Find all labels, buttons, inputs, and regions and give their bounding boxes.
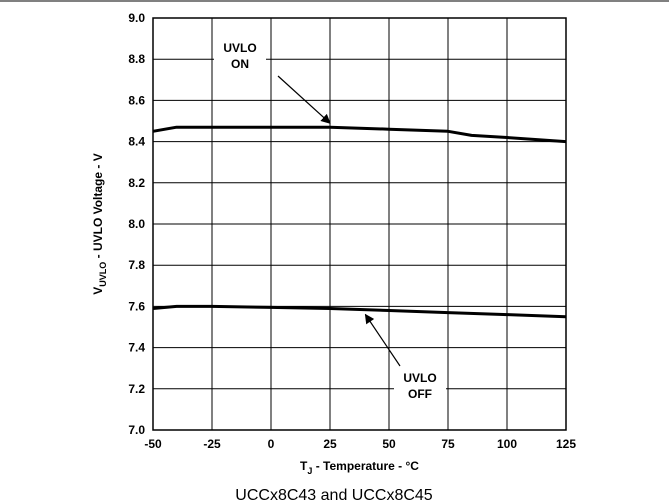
annotations: UVLO ON UVLO OFF (214, 38, 446, 404)
tick-labels: -50 -25 0 25 50 75 100 125 7.0 7.2 7.4 7.6 7.8 8.0 8.2… (128, 11, 576, 451)
y-tick-label: 8.2 (128, 176, 145, 190)
y-tick-label: 8.0 (128, 217, 145, 231)
x-tick-label: 100 (497, 437, 517, 451)
annotation-arrow (364, 313, 401, 367)
x-axis-title: TJ - Temperature - °C (300, 459, 419, 476)
x-tick-label: -25 (203, 437, 221, 451)
y-tick-label: 7.4 (128, 341, 145, 355)
x-tick-label: -50 (144, 437, 162, 451)
y-tick-label: 9.0 (128, 11, 145, 25)
y-axis-title: VUVLO - UVLO Voltage - V (91, 153, 108, 294)
y-tick-label: 7.8 (128, 258, 145, 272)
annotation-label: ON (231, 57, 249, 71)
annotation-label: UVLO (403, 371, 436, 385)
series-line-uvlo-on (152, 125, 567, 144)
y-tick-label: 8.8 (128, 52, 145, 66)
y-tick-label: 8.4 (128, 135, 145, 149)
annotation-box (214, 38, 266, 74)
series-line-uvlo-off (152, 304, 567, 319)
annotation-arrow (277, 75, 331, 124)
annotation-label: OFF (408, 387, 432, 401)
y-tick-label: 7.6 (128, 299, 145, 313)
grid (152, 17, 567, 431)
plot-frame (152, 17, 567, 431)
x-tick-label: 75 (441, 437, 455, 451)
annotation-box (394, 368, 446, 404)
series-lines (152, 125, 567, 319)
y-tick-label: 7.0 (128, 423, 145, 437)
annotation-label: UVLO (223, 41, 256, 55)
x-tick-label: 0 (268, 437, 275, 451)
y-tick-label: 8.6 (128, 93, 145, 107)
chart-caption: UCCx8C43 and UCCx8C45 (235, 487, 433, 502)
x-tick-label: 125 (556, 437, 576, 451)
x-tick-label: 50 (382, 437, 396, 451)
y-tick-label: 7.2 (128, 382, 145, 396)
x-tick-label: 25 (323, 437, 337, 451)
